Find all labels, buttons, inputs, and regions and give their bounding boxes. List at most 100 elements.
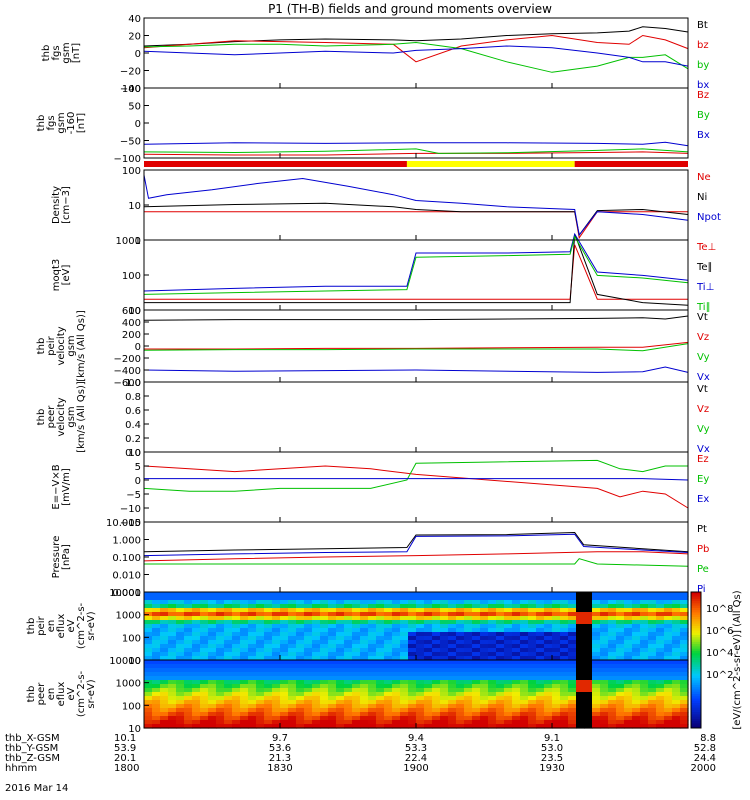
spectrogram-cell (200, 716, 209, 721)
spectrogram-cell (464, 636, 473, 641)
spectrogram-cell (592, 612, 601, 617)
y-tick-label: 0 (135, 49, 141, 60)
spectrogram-cell (624, 684, 633, 689)
spectrogram-cell (264, 648, 273, 653)
spectrogram-cell (208, 684, 217, 689)
spectrogram-cell (440, 592, 449, 597)
spectrogram-cell (168, 716, 177, 721)
spectrogram-cell (344, 616, 353, 621)
spectrogram-cell (664, 644, 673, 649)
spectrogram-cell (456, 612, 465, 617)
spectrogram-cell (176, 700, 185, 705)
spectrogram-cell (456, 628, 465, 633)
spectrogram-cell (304, 684, 313, 689)
spectrogram-cell (360, 680, 369, 685)
spectrogram-cell (568, 692, 577, 697)
legend-entry: by (697, 60, 709, 71)
spectrogram-cell (632, 680, 641, 685)
spectrogram-cell (400, 596, 409, 601)
spectrogram-cell (544, 608, 553, 613)
spectrogram-cell (296, 608, 305, 613)
spectrogram-cell (656, 612, 665, 617)
spectrogram-cell (512, 640, 521, 645)
spectrogram-cell (208, 708, 217, 713)
spectrogram-cell (520, 720, 529, 725)
colorbar-swatch (691, 594, 701, 598)
spectrogram-cell (664, 692, 673, 697)
spectrogram-cell (456, 652, 465, 657)
spectrogram-cell (408, 660, 417, 665)
spectrogram-cell (544, 692, 553, 697)
spectrogram-cell (456, 708, 465, 713)
spectrogram-cell (504, 620, 513, 625)
spectrogram-cell (448, 696, 457, 701)
spectrogram-cell (600, 596, 609, 601)
spectrogram-cell (576, 644, 585, 649)
spectrogram-cell (496, 724, 505, 729)
spectrogram-cell (296, 672, 305, 677)
spectrogram-cell (680, 632, 689, 637)
spectrogram-cell (176, 664, 185, 669)
spectrogram-cell (648, 700, 657, 705)
spectrogram-cell (656, 680, 665, 685)
spectrogram-cell (472, 664, 481, 669)
spectrogram-cell (464, 612, 473, 617)
spectrogram-cell (360, 608, 369, 613)
y-tick-label: 10.000 (106, 518, 141, 529)
spectrogram-cell (440, 720, 449, 725)
spectrogram-cell (144, 664, 153, 669)
spectrogram-cell (464, 672, 473, 677)
spectrogram-cell (432, 676, 441, 681)
legend-entry: Bx (697, 130, 710, 141)
spectrogram-cell (560, 700, 569, 705)
spectrogram-cell (592, 704, 601, 709)
spectrogram-cell (480, 656, 489, 661)
spectrogram-cell (512, 704, 521, 709)
spectrogram-cell (512, 608, 521, 613)
spectrogram-cell (616, 616, 625, 621)
legend-entry: Pe (697, 564, 709, 575)
spectrogram-cell (304, 604, 313, 609)
spectrogram-cell (624, 688, 633, 693)
spectrogram-cell (360, 720, 369, 725)
spectrogram-cell (240, 596, 249, 601)
spectrogram-cell (448, 692, 457, 697)
spectrogram-cell (384, 688, 393, 693)
spectrogram-cell (664, 672, 673, 677)
spectrogram-cell (600, 672, 609, 677)
series-line-3 (143, 235, 689, 295)
spectrogram-cell (144, 696, 153, 701)
spectrogram-cell (480, 668, 489, 673)
spectrogram-cell (624, 720, 633, 725)
spectrogram-cell (192, 660, 201, 665)
spectrogram-cell (304, 640, 313, 645)
spectrogram-cell (328, 600, 337, 605)
spectrogram-cell (152, 668, 161, 673)
spectrogram-cell (448, 648, 457, 653)
spectrogram-cell (592, 692, 601, 697)
spectrogram-cell (504, 640, 513, 645)
spectrogram-cell (264, 596, 273, 601)
spectrogram-cell (248, 708, 257, 713)
y-tick-label: 5 (135, 462, 141, 473)
spectrogram-cell (344, 640, 353, 645)
spectrogram-cell (384, 600, 393, 605)
spectrogram-cell (216, 628, 225, 633)
series-line-1 (143, 551, 689, 562)
spectrogram-cell (392, 620, 401, 625)
spectrogram-cell (528, 692, 537, 697)
spectrogram-cell (536, 688, 545, 693)
spectrogram-cell (472, 628, 481, 633)
spectrogram-cell (488, 648, 497, 653)
spectrogram-cell (512, 648, 521, 653)
spectrogram-cell (624, 656, 633, 661)
series-line-1 (143, 148, 689, 154)
spectrogram-cell (400, 632, 409, 637)
spectrogram-cell (424, 672, 433, 677)
spectrogram-cell (464, 616, 473, 621)
spectrogram-cell (424, 652, 433, 657)
spectrogram-cell (624, 716, 633, 721)
y-axis-label: thb (26, 618, 37, 635)
spectrogram-cell (640, 592, 649, 597)
spectrogram-cell (168, 628, 177, 633)
